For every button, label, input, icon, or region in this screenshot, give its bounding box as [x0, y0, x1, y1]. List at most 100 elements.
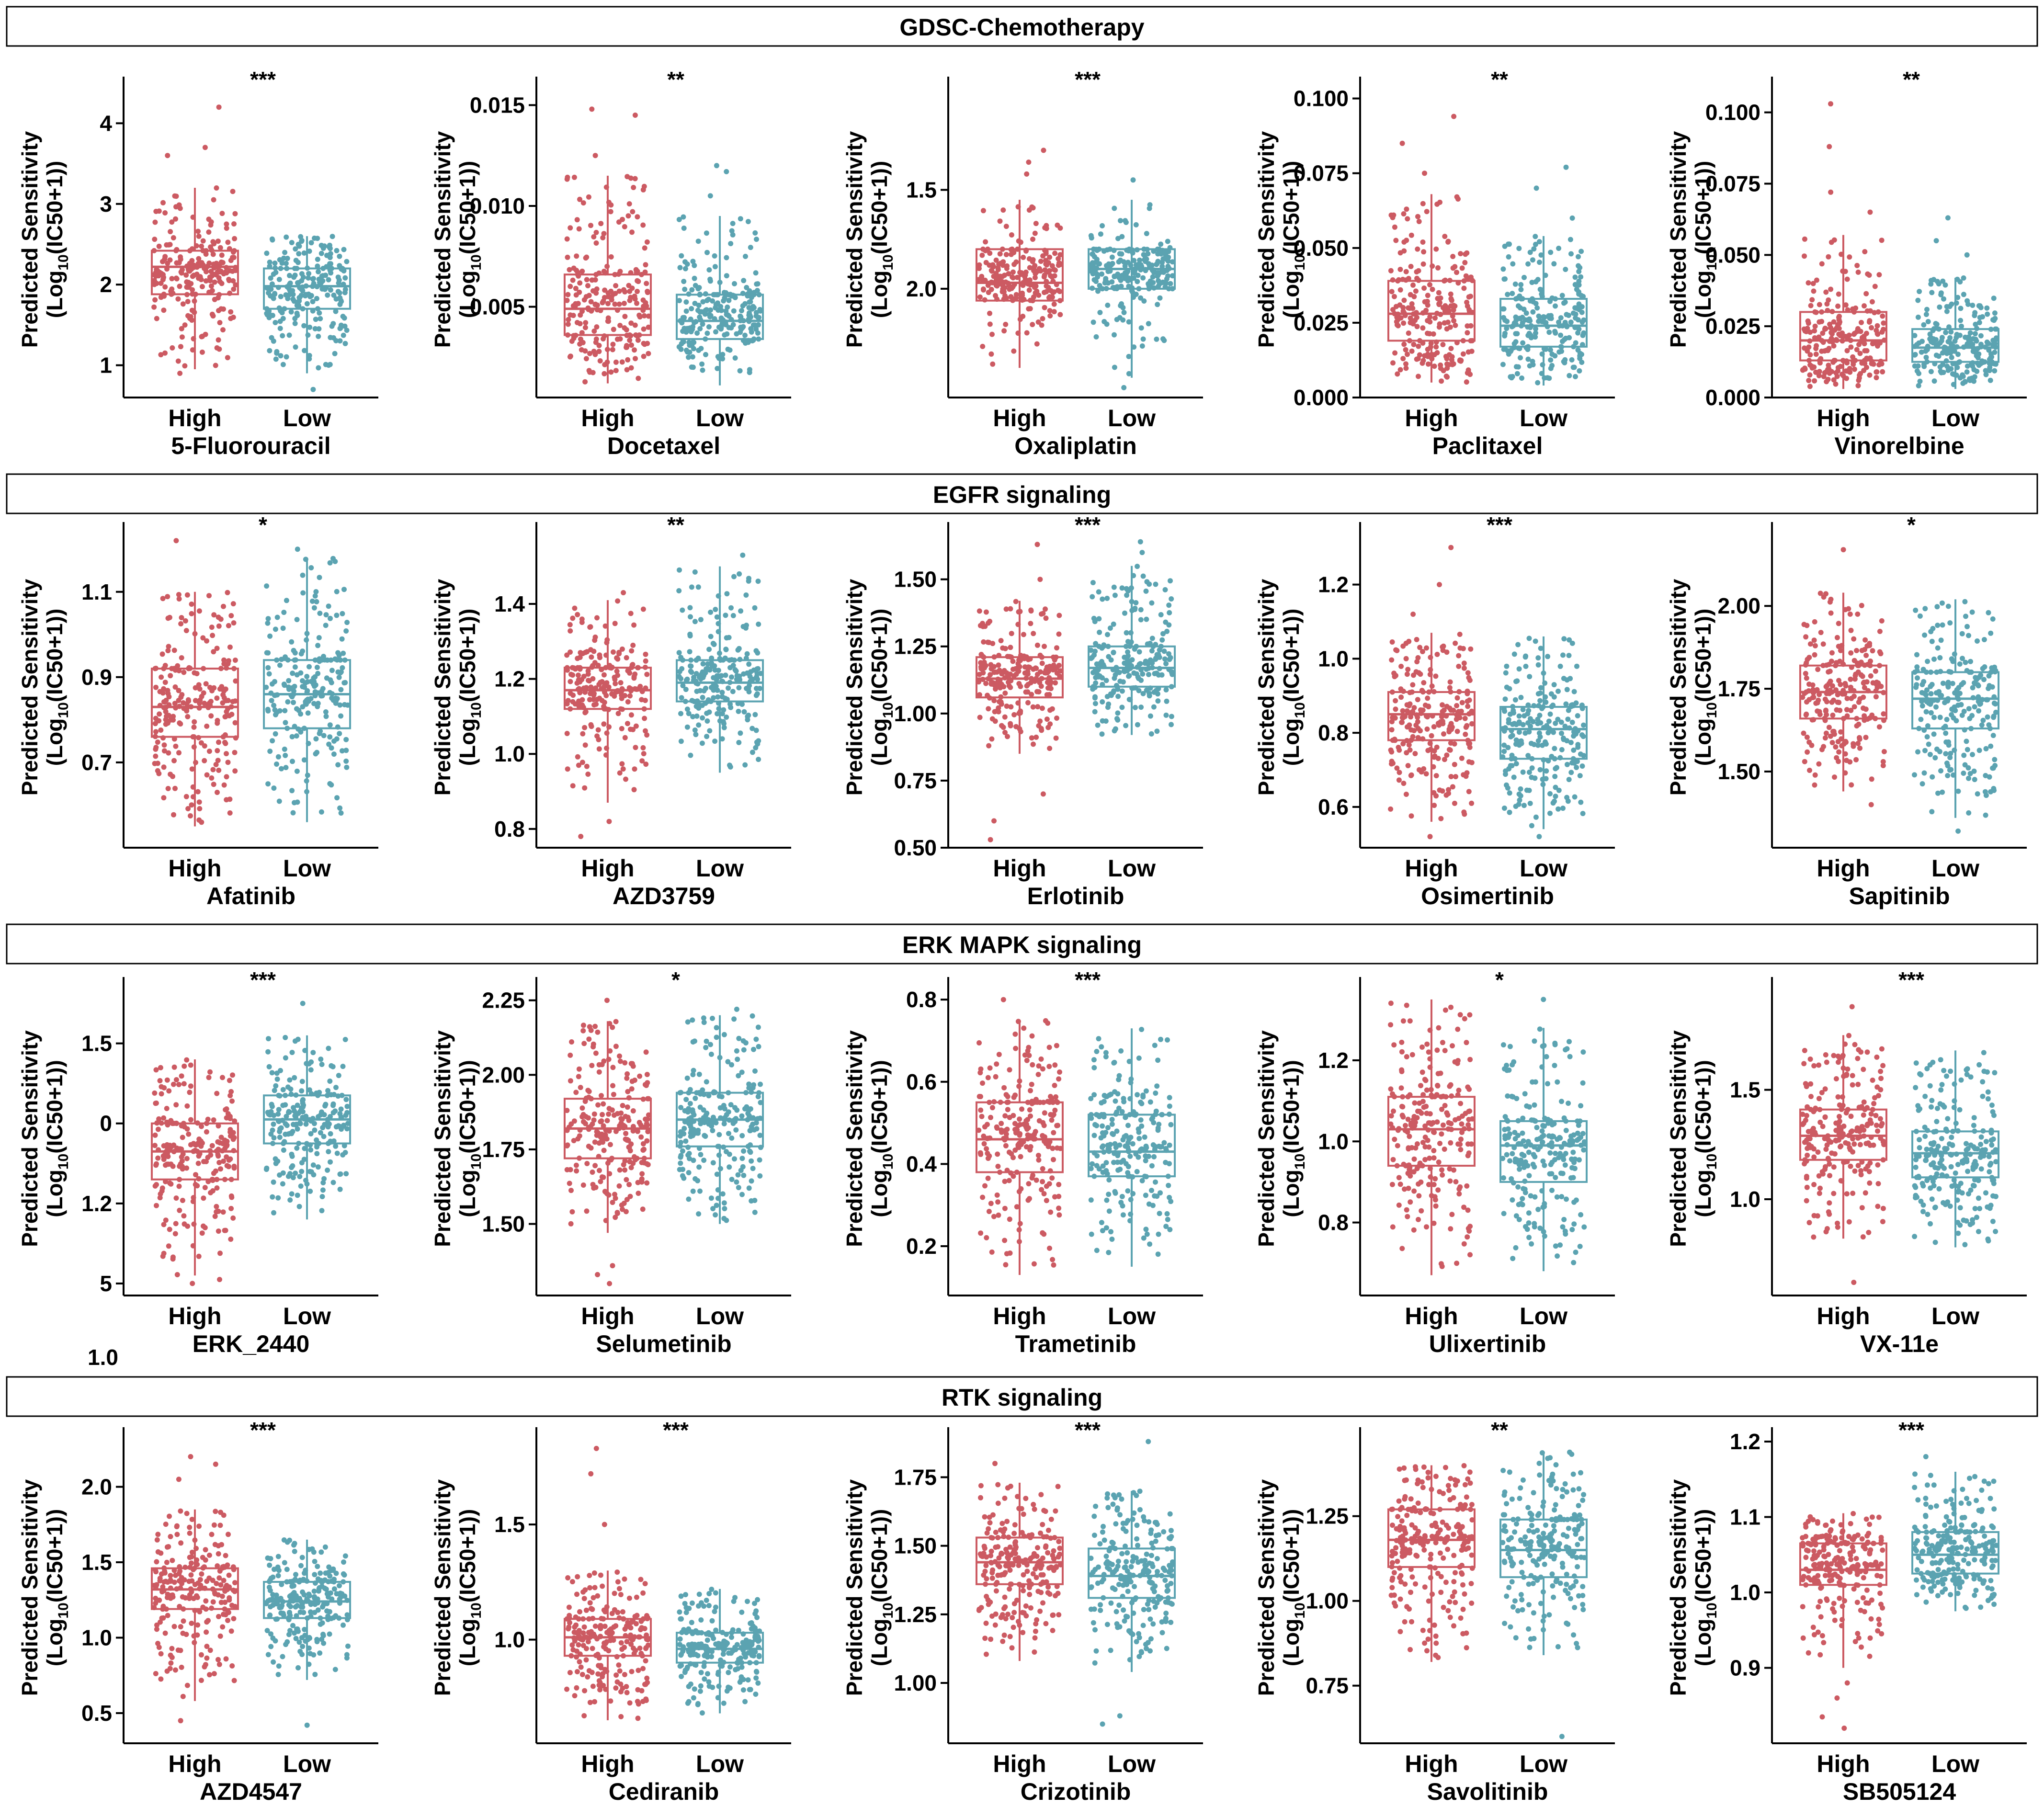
high-point	[163, 721, 169, 727]
low-point	[1944, 308, 1950, 314]
high-point	[1027, 265, 1033, 271]
low-point	[1577, 773, 1583, 779]
low-point	[337, 731, 342, 737]
low-point	[1959, 682, 1965, 687]
high-point	[1017, 664, 1022, 670]
low-point	[1935, 623, 1941, 628]
low-point	[327, 560, 333, 566]
low-point	[1991, 787, 1997, 793]
low-point	[341, 587, 347, 592]
high-point	[185, 284, 191, 290]
high-outlier	[177, 371, 183, 376]
high-point	[189, 611, 194, 616]
low-point	[1992, 316, 1998, 321]
low-outlier	[707, 193, 713, 199]
low-point	[1549, 363, 1555, 368]
low-point	[1115, 693, 1121, 699]
high-point	[570, 783, 576, 789]
high-point	[1812, 323, 1818, 329]
high-point	[570, 277, 576, 283]
high-point	[1440, 342, 1446, 347]
low-point	[300, 288, 306, 294]
low-point	[280, 625, 286, 631]
low-point	[1981, 637, 1987, 642]
high-point	[1052, 273, 1057, 279]
high-point	[1396, 777, 1402, 783]
high-point	[1042, 290, 1047, 295]
high-point	[217, 245, 223, 250]
high-point	[645, 288, 650, 294]
high-point	[1003, 224, 1009, 229]
high-point	[1048, 680, 1054, 685]
high-point	[1851, 658, 1857, 663]
high-point	[1874, 375, 1879, 380]
high-point	[628, 611, 634, 616]
low-point	[1918, 716, 1924, 722]
low-point	[1558, 719, 1564, 725]
high-point	[990, 361, 996, 367]
high-point	[206, 593, 212, 599]
low-point	[277, 257, 283, 262]
high-point	[1802, 759, 1807, 764]
high-point	[1812, 619, 1817, 625]
low-point	[1138, 678, 1144, 683]
low-point	[1924, 734, 1930, 739]
low-point	[1923, 709, 1929, 715]
low-point	[708, 634, 714, 639]
low-point	[1503, 670, 1509, 676]
high-point	[627, 338, 633, 343]
high-point	[1863, 706, 1869, 712]
high-point	[1418, 671, 1423, 677]
low-point	[1975, 638, 1980, 644]
low-point	[730, 689, 736, 694]
low-point	[711, 675, 716, 681]
low-point	[277, 318, 283, 324]
low-point	[748, 245, 753, 250]
low-point	[1980, 666, 1986, 671]
high-point	[163, 717, 169, 723]
label-subscript: 10	[468, 702, 484, 718]
low-point	[321, 243, 327, 249]
high-point	[615, 711, 621, 716]
high-point	[635, 289, 640, 294]
low-point	[707, 728, 713, 734]
y-tick-label: 5	[100, 1271, 112, 1296]
high-point	[1824, 301, 1830, 307]
low-point	[1567, 237, 1573, 242]
y-axis-label-line1: Predicted Sensitivity	[1666, 131, 1691, 348]
high-point	[582, 785, 588, 791]
high-point	[1043, 670, 1049, 676]
low-point	[1141, 252, 1147, 258]
high-point	[215, 748, 220, 753]
high-point	[215, 239, 221, 244]
low-point	[1155, 698, 1161, 704]
y-tick-label: 1.25	[894, 634, 937, 659]
high-point	[213, 363, 218, 368]
high-point	[1804, 675, 1809, 681]
low-point	[295, 241, 301, 247]
low-point	[695, 584, 701, 590]
high-point	[232, 211, 238, 216]
low-point	[1922, 748, 1928, 753]
high-point	[1425, 347, 1431, 352]
low-point	[342, 702, 347, 707]
low-point	[1152, 671, 1158, 676]
group-low	[1088, 177, 1176, 390]
high-outlier	[1840, 547, 1846, 553]
x-label-low: Low	[283, 855, 331, 882]
low-point	[737, 673, 742, 679]
low-point	[1949, 354, 1954, 360]
low-point	[1991, 295, 1997, 301]
low-point	[1506, 254, 1511, 260]
high-point	[1047, 313, 1053, 318]
y-tick-label: 3	[100, 192, 112, 216]
high-point	[574, 253, 579, 259]
low-point	[287, 273, 292, 278]
high-point	[1392, 350, 1398, 356]
low-point	[264, 583, 270, 589]
low-point	[1092, 694, 1098, 700]
high-point	[172, 785, 178, 791]
high-point	[1403, 640, 1409, 646]
low-point	[1964, 369, 1970, 375]
